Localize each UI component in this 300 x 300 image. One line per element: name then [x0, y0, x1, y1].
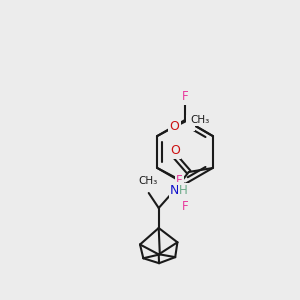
Text: N: N — [170, 184, 179, 196]
Text: O: O — [169, 121, 179, 134]
Text: F: F — [176, 173, 183, 187]
Text: F: F — [188, 116, 194, 130]
Text: CH₃: CH₃ — [190, 115, 209, 125]
Text: H: H — [179, 184, 188, 197]
Text: CH₃: CH₃ — [138, 176, 157, 186]
Text: O: O — [170, 145, 180, 158]
Text: F: F — [182, 200, 188, 214]
Text: F: F — [182, 91, 188, 103]
